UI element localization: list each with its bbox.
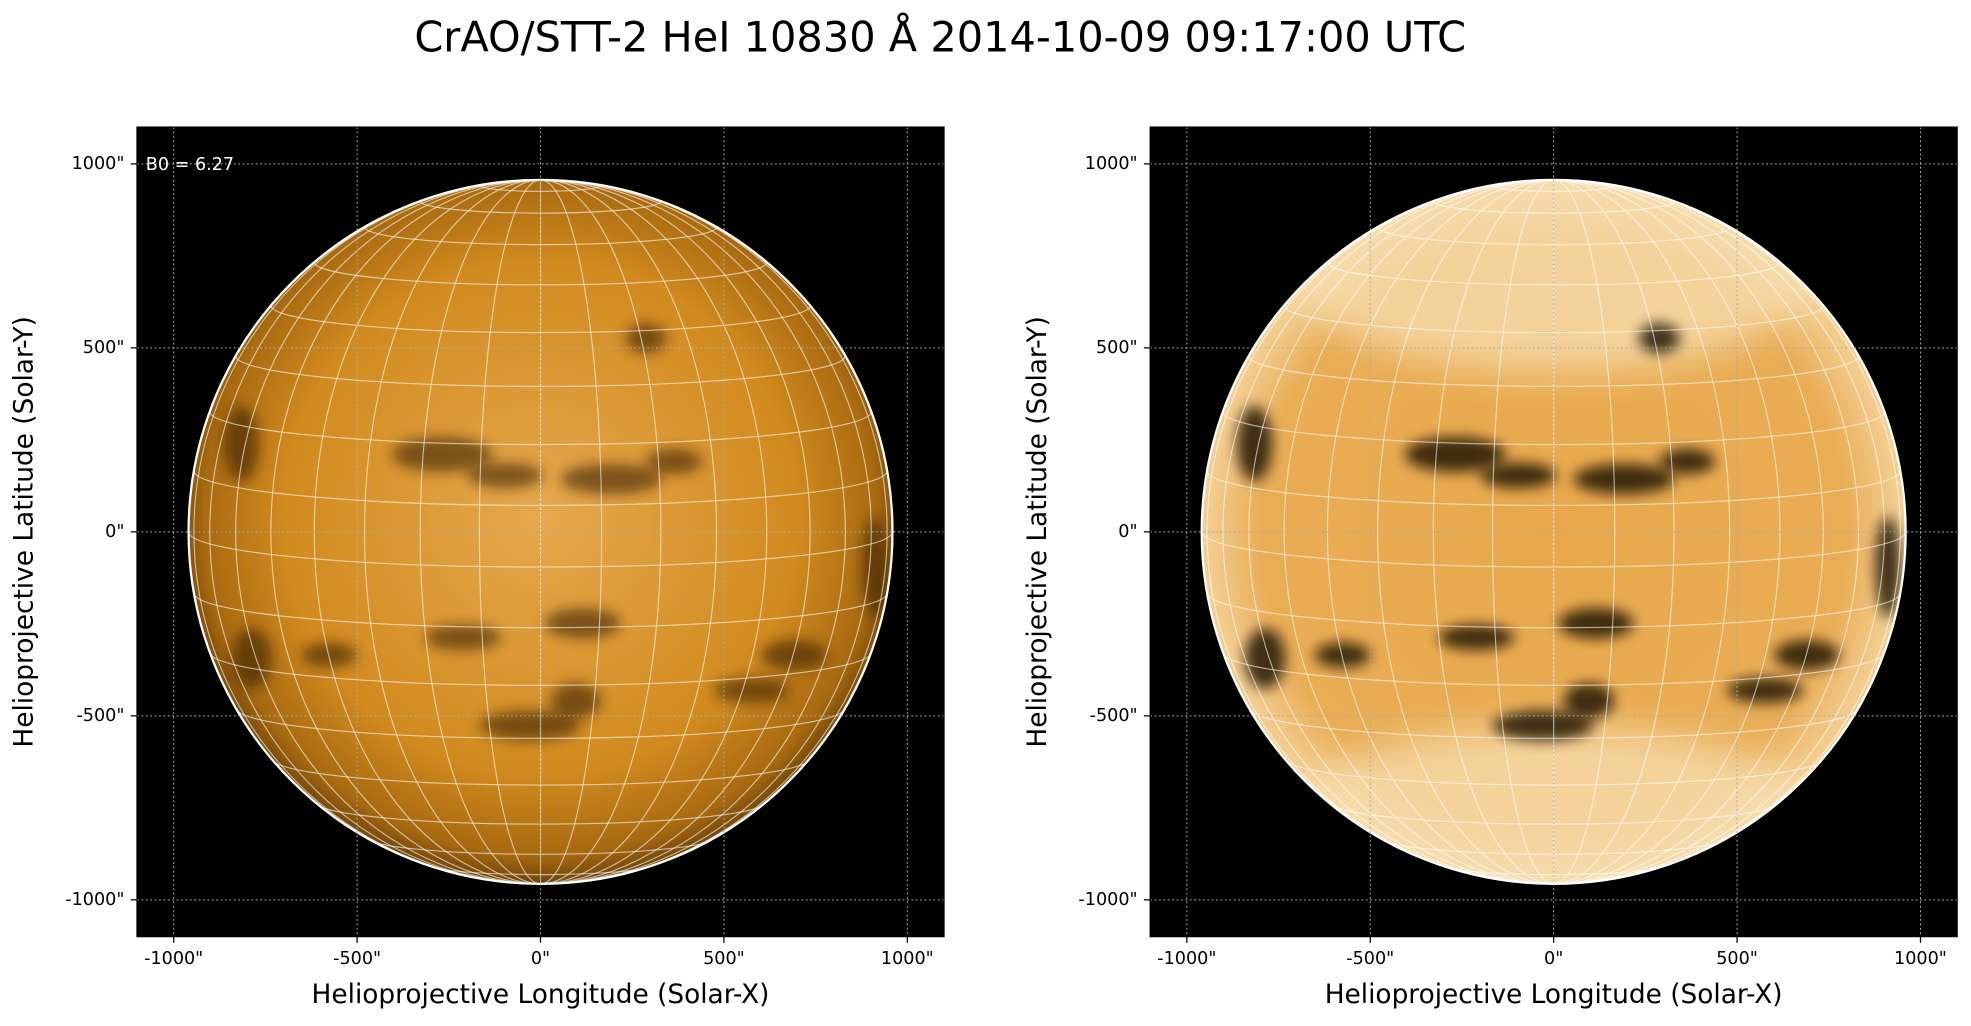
axes-frame [136,126,945,938]
dark-feature [625,323,667,354]
longitude-line [235,179,541,884]
longitude-line [1248,179,1554,884]
longitude-line [1553,179,1885,884]
longitude-line [1553,179,1616,884]
dark-feature [391,436,493,473]
dark-feature [1875,516,1901,618]
y-tick-label: 500" [1096,338,1138,358]
x-axis-label: Helioprojective Longitude (Solar-X) [1325,980,1783,1010]
longitude-line [540,179,872,884]
figure-title: CrAO/STT-2 HeI 10830 Å 2014-10-09 09:17:… [414,12,1466,61]
dark-feature [713,677,790,703]
panel: -1000" -500" 0" 500" 1000" -1000" -500" 0" 500" 1… [1023,126,1958,1010]
longitude-line [540,179,603,884]
dark-feature [1244,628,1286,689]
dark-feature [467,462,544,489]
x-tick-label: 0" [531,949,550,969]
dark-feature [1563,683,1615,719]
dark-feature [1438,624,1514,651]
longitude-line [1283,179,1554,884]
y-tick-label: -1000" [1078,890,1137,910]
longitude-line [270,179,541,884]
x-tick-label: -1000" [144,949,203,969]
dark-feature [425,624,501,651]
annotation: B0 = 6.27 [146,155,234,175]
dark-feature [1659,448,1716,475]
y-tick-label: -500" [76,706,124,726]
x-tick-label: 1000" [881,949,934,969]
longitude-line [540,179,718,884]
dark-feature [550,683,601,719]
dark-feature [1573,463,1675,495]
longitude-line [478,179,541,884]
disk-features [188,179,893,884]
dark-feature [1480,462,1557,489]
y-tick-label: 1000" [72,154,125,174]
y-tick-label: 500" [83,338,125,358]
dark-feature [1727,677,1803,703]
longitude-line [540,179,846,884]
y-tick-label: 0" [1118,522,1137,542]
longitude-line [209,179,541,884]
x-tick-label: -500" [333,949,381,969]
dark-feature [479,710,581,741]
longitude-line [1553,179,1859,884]
y-axis-label: Helioprojective Latitude (Solar-Y) [1023,316,1053,747]
y-axis-label: Helioprojective Latitude (Solar-Y) [10,316,40,747]
x-axis-label: Helioprojective Longitude (Solar-X) [312,980,770,1010]
dark-feature [646,448,702,475]
longitude-line [1222,179,1554,884]
dark-feature [223,406,259,482]
x-tick-label: -1000" [1157,949,1216,969]
x-tick-label: 0" [1544,949,1563,969]
dark-feature [1774,639,1840,671]
dark-feature [301,642,357,668]
panel: -1000" -500" 0" 500" 1000" -1000" -500" 0" 500" 1… [10,126,945,1010]
x-tick-label: 500" [1716,949,1758,969]
longitude-line [1492,179,1554,884]
longitude-line [1553,179,1824,884]
dark-feature [545,608,621,639]
dark-feature [1558,608,1634,639]
longitude-line [364,179,541,884]
dark-feature [1314,642,1371,668]
axes-frame [1149,126,1958,938]
y-tick-label: 0" [105,522,124,542]
dark-feature [560,463,662,495]
longitude-line [1553,179,1731,884]
longitude-line [193,179,541,884]
longitude-line [540,179,888,884]
dark-feature [1639,323,1680,354]
longitude-line [1553,179,1901,884]
x-tick-label: 500" [703,949,745,969]
dark-feature [862,516,888,618]
y-tick-label: 1000" [1085,154,1138,174]
dark-feature [1236,406,1273,482]
dark-feature [231,628,273,689]
y-tick-label: -500" [1090,706,1138,726]
x-tick-label: 1000" [1894,949,1947,969]
dark-feature [1492,710,1594,741]
dark-feature [1404,436,1506,473]
longitude-line [1206,179,1554,884]
y-tick-label: -1000" [65,890,124,910]
longitude-line [1377,179,1554,884]
dark-feature [761,639,827,671]
longitude-line [540,179,811,884]
x-tick-label: -500" [1346,949,1394,969]
